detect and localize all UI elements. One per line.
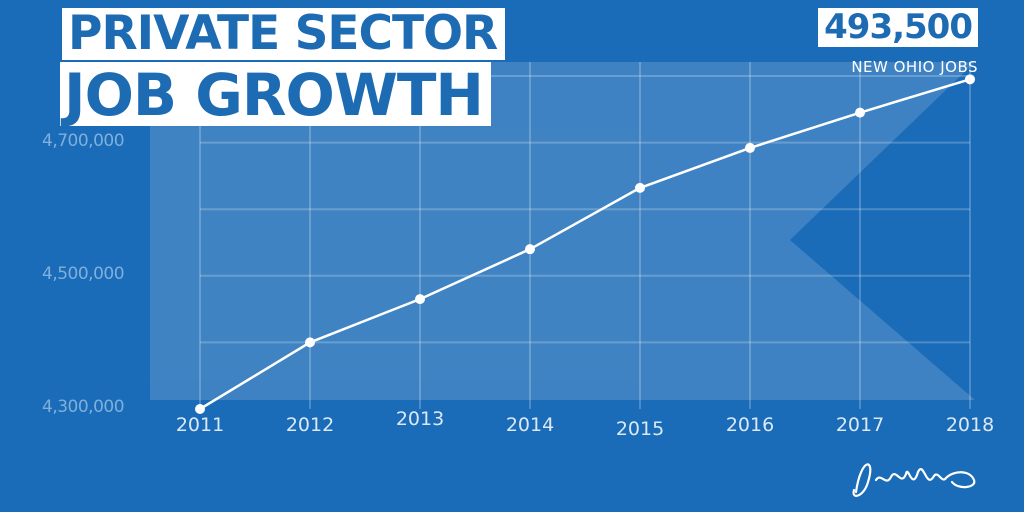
svg-text:★: ★ bbox=[500, 183, 532, 224]
x-tick-label: 2011 bbox=[175, 414, 225, 436]
series-line bbox=[199, 78, 971, 411]
x-tick-label: 2012 bbox=[285, 414, 335, 436]
data-point bbox=[305, 337, 315, 348]
y-tick-label: 4,500,000 bbox=[42, 263, 125, 284]
data-point bbox=[745, 142, 755, 153]
signature-image bbox=[852, 463, 976, 497]
data-points bbox=[195, 74, 975, 414]
svg-text:★: ★ bbox=[440, 218, 472, 259]
data-point bbox=[415, 294, 425, 305]
svg-text:★: ★ bbox=[330, 328, 362, 369]
stat-value: 493,500 bbox=[818, 8, 978, 47]
title-line-2: JOB GROWTH bbox=[60, 62, 491, 126]
svg-text:★: ★ bbox=[245, 158, 277, 199]
x-tick-label: 2013 bbox=[395, 408, 445, 430]
x-tick-label: 2016 bbox=[725, 414, 775, 436]
x-tick-label: 2015 bbox=[615, 418, 665, 440]
x-tick-label: 2017 bbox=[835, 414, 885, 436]
data-point bbox=[525, 244, 535, 255]
data-point bbox=[635, 182, 645, 193]
y-tick-label: 4,700,000 bbox=[42, 130, 125, 151]
y-tick-label: 4,300,000 bbox=[42, 397, 125, 417]
data-point bbox=[855, 107, 865, 118]
svg-text:★: ★ bbox=[215, 218, 247, 259]
data-point bbox=[965, 74, 975, 85]
stat-caption: NEW OHIO JOBS bbox=[851, 58, 978, 76]
x-tick-label: 2018 bbox=[945, 414, 995, 436]
data-point bbox=[195, 404, 205, 414]
title-line-1: PRIVATE SECTOR bbox=[62, 8, 506, 60]
svg-text:★: ★ bbox=[232, 273, 264, 314]
x-tick-label: 2014 bbox=[505, 414, 555, 436]
